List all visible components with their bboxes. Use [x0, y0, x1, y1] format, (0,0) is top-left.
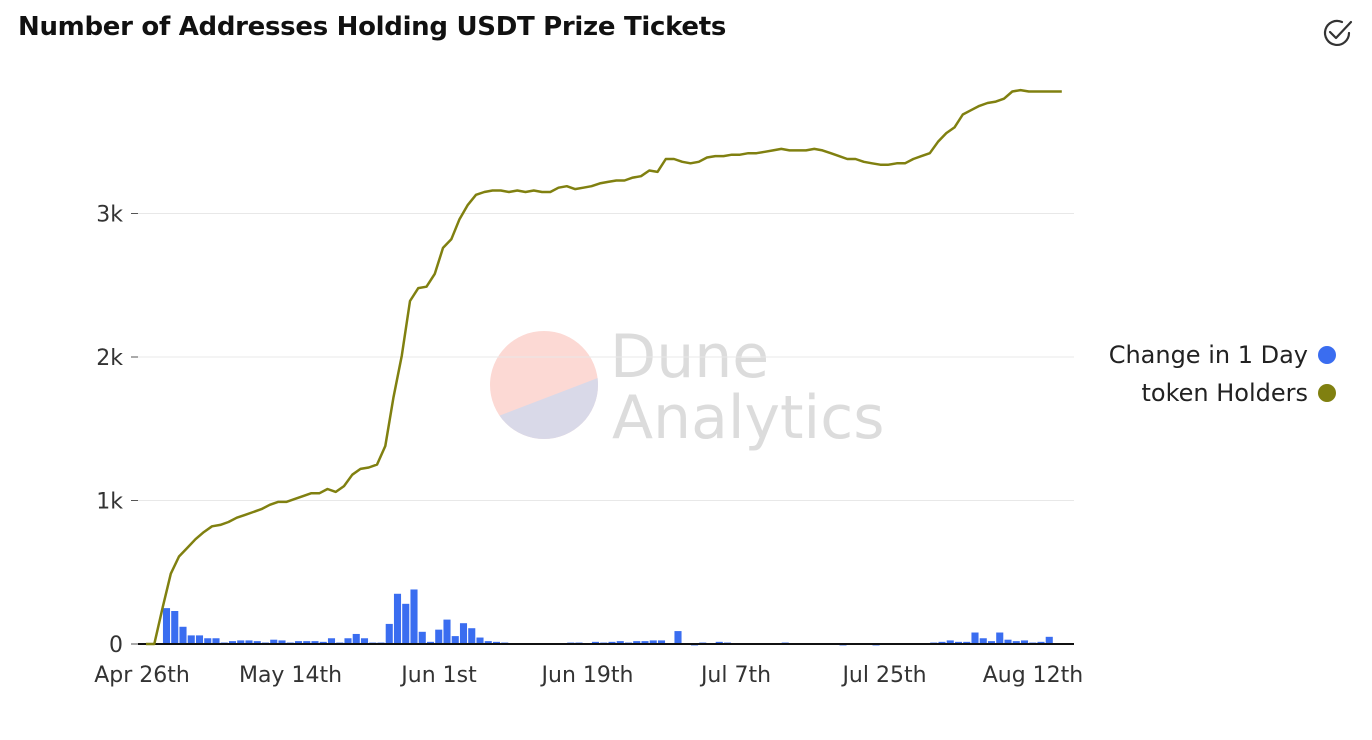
x-tick-label: Jul 7th — [699, 663, 771, 688]
change-bar — [278, 640, 286, 644]
y-axis-labels: 0 1k 2k 3k — [96, 203, 123, 659]
change-bar — [303, 641, 311, 644]
change-bar — [938, 641, 946, 644]
y-tick-label: 2k — [96, 346, 123, 371]
change-bar — [608, 641, 616, 644]
change-bar — [459, 623, 468, 644]
legend-item-holders[interactable]: token Holders — [1109, 374, 1336, 412]
x-tick-label: Jul 25th — [840, 663, 926, 688]
change-bar — [418, 631, 426, 644]
token-holders-line — [146, 88, 1062, 646]
legend-label-holders: token Holders — [1141, 379, 1308, 407]
change-bar — [385, 623, 393, 644]
change-bar — [171, 610, 179, 644]
change-bar — [393, 593, 402, 644]
change-bar — [451, 636, 459, 644]
change-bar — [674, 631, 682, 644]
change-bar — [245, 640, 253, 644]
change-bar — [649, 640, 657, 644]
change-bar — [237, 640, 245, 644]
watermark-logo-icon — [490, 331, 598, 439]
change-bar — [187, 635, 195, 644]
change-bar — [402, 603, 410, 644]
legend-dot-change-icon — [1318, 346, 1336, 364]
change-bar — [476, 637, 484, 644]
check-circle-icon[interactable] — [1320, 16, 1354, 50]
change-bar — [979, 638, 987, 644]
dune-analytics-watermark: Dune Analytics — [490, 322, 884, 453]
x-tick-label: Aug 12th — [983, 663, 1084, 688]
change-bar — [954, 641, 963, 644]
x-tick-label: Jun 1st — [399, 663, 477, 688]
change-bar — [492, 641, 501, 644]
legend-dot-holders-icon — [1318, 384, 1336, 402]
y-tick-label: 1k — [96, 490, 123, 515]
chart-title: Number of Addresses Holding USDT Prize T… — [18, 12, 727, 42]
x-tick-label: Jun 19th — [540, 663, 634, 688]
change-bar — [204, 638, 212, 644]
change-bar — [270, 639, 278, 644]
change-bars — [146, 589, 1070, 646]
legend-label-change: Change in 1 Day — [1108, 341, 1308, 369]
change-bar — [435, 629, 443, 644]
change-bar — [195, 635, 204, 644]
change-bar — [715, 641, 723, 644]
legend-item-change[interactable]: Change in 1 Day — [1109, 336, 1336, 374]
change-bar — [971, 632, 979, 644]
change-bar — [963, 641, 971, 644]
y-tick-label: 3k — [96, 203, 123, 228]
change-bar — [996, 632, 1004, 644]
change-bar — [484, 641, 492, 644]
change-bar — [657, 640, 666, 644]
change-bar — [212, 638, 220, 644]
change-bar — [352, 633, 360, 644]
change-bar — [319, 641, 327, 644]
change-bar — [253, 641, 261, 644]
change-bar — [179, 626, 187, 644]
change-bar — [1012, 641, 1020, 644]
change-bar — [591, 641, 600, 644]
x-tick-label: Apr 26th — [94, 663, 190, 688]
change-bar — [641, 641, 649, 644]
watermark-line2: Analytics — [612, 383, 884, 453]
legend: Change in 1 Day token Holders — [1109, 336, 1336, 412]
x-axis-labels: Apr 26th May 14th Jun 1st Jun 19th Jul 7th Ju… — [94, 663, 1083, 688]
change-bar — [1037, 641, 1045, 644]
change-bar — [946, 640, 954, 644]
change-bar — [468, 628, 476, 644]
change-bar — [1045, 636, 1053, 644]
change-bar — [344, 638, 352, 644]
change-bar — [327, 638, 336, 644]
change-bar — [616, 641, 624, 644]
change-bar — [360, 638, 369, 644]
change-bar — [1020, 640, 1029, 644]
change-bar — [294, 641, 303, 644]
change-bar — [987, 641, 996, 644]
change-bar — [443, 619, 451, 644]
change-bar — [311, 641, 319, 644]
change-bar — [410, 589, 418, 644]
change-bar — [633, 641, 641, 644]
grid-lines — [131, 213, 1074, 645]
y-tick-label: 0 — [109, 633, 123, 658]
change-bar — [228, 641, 237, 644]
change-bar — [426, 641, 435, 644]
x-tick-label: May 14th — [239, 663, 342, 688]
change-bar — [1004, 639, 1012, 644]
change-bar — [162, 608, 171, 644]
